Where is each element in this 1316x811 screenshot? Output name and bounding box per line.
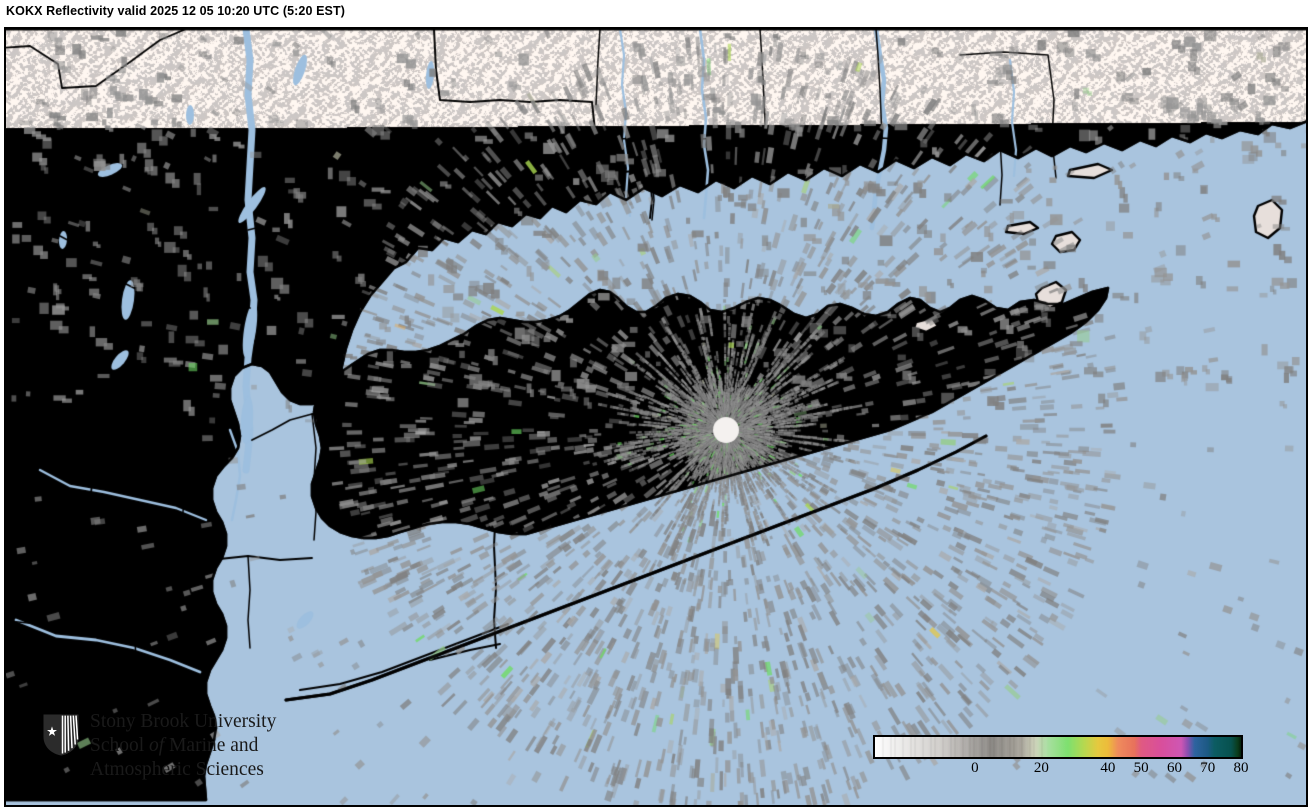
page-title: KOKX Reflectivity valid 2025 12 05 10:20… xyxy=(6,4,345,18)
colorbar-tick-40: 40 xyxy=(1100,760,1116,776)
radar-map-panel[interactable] xyxy=(4,27,1308,807)
reflectivity-colorbar xyxy=(873,735,1243,759)
colorbar-tick-60: 60 xyxy=(1166,760,1182,776)
stony-brook-logo: Stony Brook University School of Marine … xyxy=(42,711,332,791)
logo-line-3: Atmospheric Sciences xyxy=(90,758,264,780)
colorbar-tick-20: 20 xyxy=(1033,760,1049,776)
colorbar-tick-50: 50 xyxy=(1133,760,1149,776)
logo-line-2: School of Marine and xyxy=(90,734,259,756)
logo-line-1: Stony Brook University xyxy=(90,711,277,732)
colorbar-tick-70: 70 xyxy=(1200,760,1216,776)
logo-text: Stony Brook University School of Marine … xyxy=(90,710,338,781)
shield-icon xyxy=(43,714,79,756)
colorbar-gradient xyxy=(875,737,1241,757)
radar-map-canvas[interactable] xyxy=(6,29,1306,805)
colorbar-tick-80: 80 xyxy=(1233,760,1249,776)
colorbar-tick-0: 0 xyxy=(971,760,979,776)
colorbar-tick-labels: 0 20 40 50 60 70 80 xyxy=(873,760,1248,782)
